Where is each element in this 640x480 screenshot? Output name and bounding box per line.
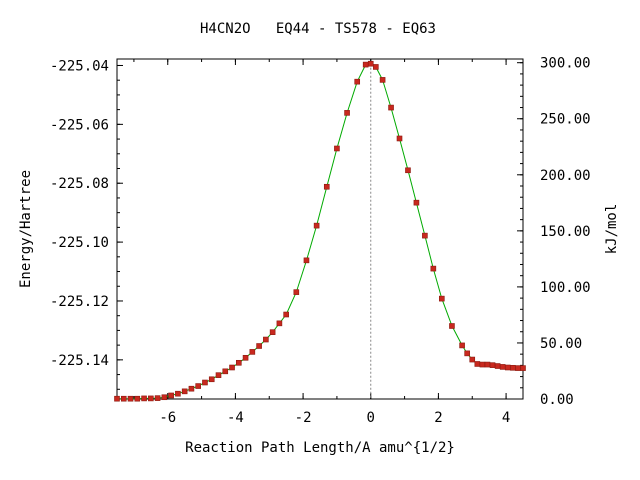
x-tick-label: -6 <box>159 410 176 426</box>
data-point <box>141 395 147 402</box>
data-point <box>148 395 154 402</box>
data-point <box>494 363 501 369</box>
data-point <box>449 323 455 329</box>
data-point <box>168 392 174 399</box>
data-point <box>263 336 269 343</box>
y-tick-label: -225.10 <box>50 235 109 251</box>
data-point <box>222 368 229 375</box>
data-point <box>422 232 428 239</box>
data-point <box>256 343 262 349</box>
data-point <box>276 320 283 327</box>
data-point <box>474 361 481 367</box>
y-tick-label: -225.08 <box>50 176 109 192</box>
data-point <box>484 361 491 368</box>
data-point <box>134 395 141 402</box>
data-point <box>354 78 361 85</box>
data-point <box>127 395 134 402</box>
y2-tick-label: 200.00 <box>540 168 591 184</box>
data-point <box>479 361 486 368</box>
data-point <box>154 395 161 401</box>
x-axis-label: Reaction Path Length/A amu^{1/2} <box>185 440 455 456</box>
data-point <box>510 364 516 371</box>
y-tick-label: -225.06 <box>50 117 109 133</box>
data-point <box>114 395 120 402</box>
data-point <box>313 222 320 229</box>
data-point <box>379 77 386 83</box>
x-tick-label: -2 <box>295 410 312 426</box>
x-axis-tick-labels: -6 -4 -2 0 2 4 <box>159 410 510 426</box>
y2-tick-label: 0.00 <box>540 392 574 408</box>
series-line <box>117 63 523 400</box>
data-point <box>469 356 476 363</box>
x-tick-label: -4 <box>227 410 244 426</box>
data-point <box>188 385 195 392</box>
data-point <box>464 350 470 357</box>
x-tick-label: 0 <box>367 410 375 426</box>
data-point <box>215 372 222 378</box>
data-point <box>388 104 394 111</box>
data-point <box>520 365 526 371</box>
x-tick-label: 4 <box>502 410 510 426</box>
y-tick-label: -225.14 <box>50 353 109 369</box>
y2-axis-tick-labels: 300.00 250.00 200.00 150.00 100.00 50.00 0.00 <box>540 56 591 408</box>
data-point <box>499 364 506 370</box>
y2-axis-label: kJ/mol <box>604 204 620 255</box>
data-point <box>396 135 403 142</box>
data-point <box>120 395 127 402</box>
data-point <box>459 342 465 349</box>
data-point <box>229 364 235 371</box>
data-points <box>114 60 526 402</box>
data-point <box>405 167 411 174</box>
data-point <box>242 354 249 361</box>
data-point <box>373 64 379 70</box>
y2-tick-label: 50.00 <box>540 336 582 352</box>
data-point <box>430 265 437 272</box>
data-point <box>236 359 242 366</box>
y-axis-tick-labels: -225.04 -225.06 -225.08 -225.10 -225.12 -225.… <box>50 58 109 368</box>
data-point <box>175 390 181 397</box>
y2-tick-label: 300.00 <box>540 56 591 72</box>
data-point <box>504 364 511 371</box>
data-point <box>181 388 188 395</box>
y-tick-label: -225.04 <box>50 58 109 74</box>
data-point <box>249 349 256 355</box>
data-point <box>367 60 374 67</box>
data-point <box>323 183 330 190</box>
data-point <box>293 289 300 295</box>
data-point <box>208 376 215 383</box>
data-point <box>161 394 168 401</box>
data-point <box>303 257 310 264</box>
data-point <box>489 362 496 368</box>
data-point <box>362 61 369 68</box>
data-point <box>334 145 340 152</box>
data-point <box>413 199 420 206</box>
y2-tick-label: 100.00 <box>540 280 591 296</box>
y2-tick-label: 150.00 <box>540 224 591 240</box>
data-point <box>202 379 208 386</box>
plot-frame <box>116 58 524 400</box>
y-axis-label: Energy/Hartree <box>18 170 34 288</box>
data-point <box>269 329 276 335</box>
data-point <box>195 383 201 389</box>
data-point <box>438 295 445 302</box>
axis-ticks <box>117 59 523 400</box>
y-tick-label: -225.12 <box>50 294 109 310</box>
data-point <box>344 110 350 116</box>
y2-tick-label: 250.00 <box>540 112 591 128</box>
chart-title: H4CN2O EQ44 - TS578 - EQ63 <box>200 21 436 37</box>
data-point <box>283 311 289 318</box>
x-tick-label: 2 <box>434 410 442 426</box>
data-point <box>515 365 521 371</box>
